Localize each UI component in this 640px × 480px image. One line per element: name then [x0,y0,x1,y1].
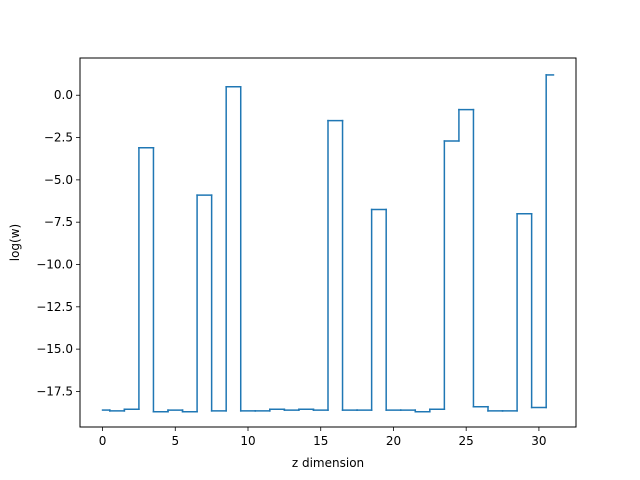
y-tick-label: −10.0 [36,258,73,272]
axes-frame [79,57,577,428]
y-tick-label: 0.0 [54,88,73,102]
y-tick-label: −15.0 [36,342,73,356]
x-tick-label: 15 [313,434,328,448]
y-tick-label: −12.5 [36,300,73,314]
x-tick-label: 30 [531,434,546,448]
x-tick-label: 0 [99,434,107,448]
x-axis-label: z dimension [292,456,364,470]
y-axis-label: log(w) [8,224,22,261]
x-tick-label: 20 [386,434,401,448]
x-tick-label: 5 [171,434,179,448]
y-axis: 0.0 −2.5 −5.0 −7.5 −10.0 −12.5 −15.0 −17.5 [36,88,80,398]
y-tick-label: −17.5 [36,384,73,398]
plot-area [101,74,555,413]
y-tick-label: −2.5 [44,131,73,145]
x-axis: 0 5 10 15 20 25 30 [99,427,547,448]
y-tick-label: −5.0 [44,173,73,187]
y-tick-label: −7.5 [44,215,73,229]
x-tick-label: 10 [240,434,255,448]
x-tick-label: 25 [459,434,474,448]
